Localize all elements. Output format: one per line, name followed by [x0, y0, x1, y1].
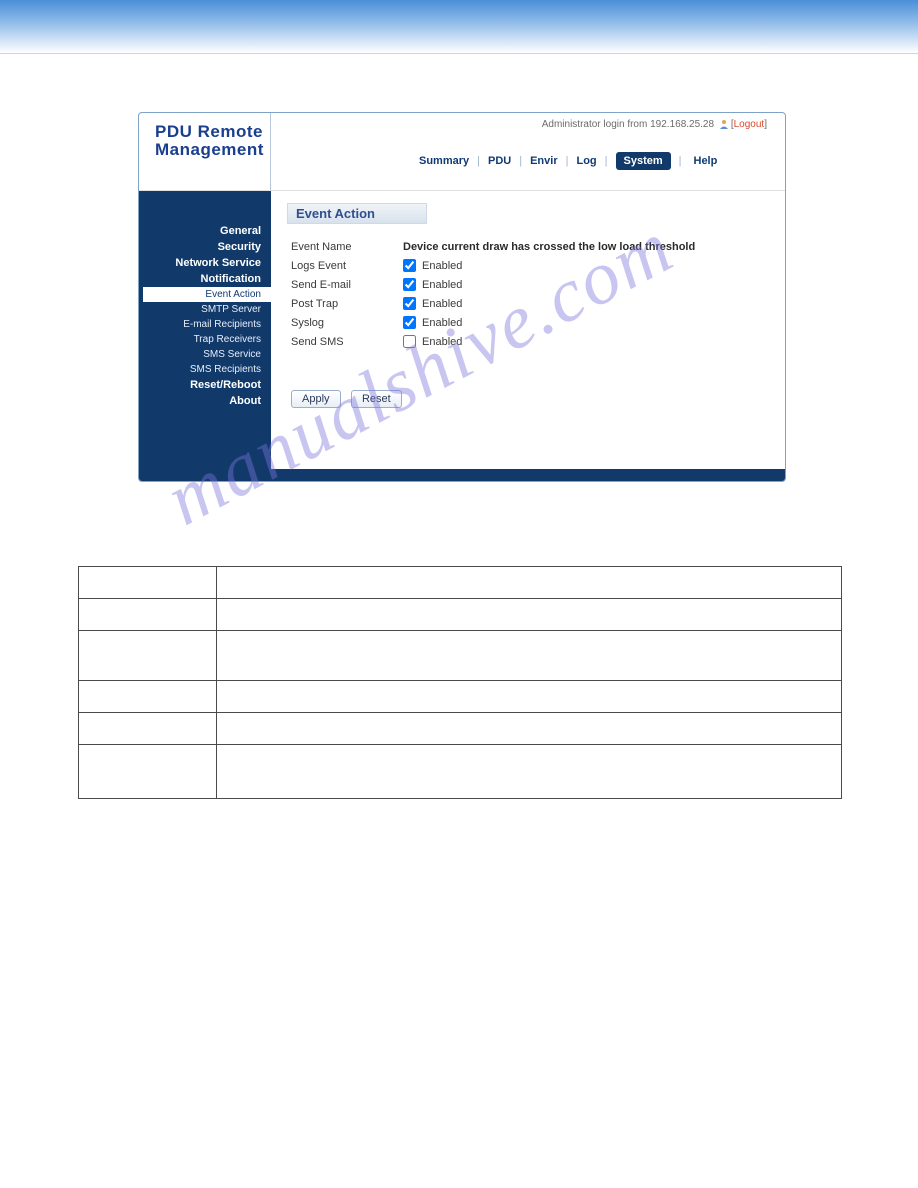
- user-icon: [719, 119, 729, 129]
- form-label: Send E-mail: [291, 279, 403, 291]
- section-title: Event Action: [287, 203, 427, 224]
- apply-button[interactable]: Apply: [291, 390, 341, 408]
- doc-table: [78, 566, 842, 799]
- form-row-send-e-mail: Send E-mail Enabled: [291, 275, 769, 294]
- nav-sep: |: [477, 155, 480, 167]
- form-row-send-sms: Send SMS Enabled: [291, 332, 769, 351]
- sidebar-item-event-action[interactable]: Event Action: [143, 287, 271, 302]
- app-window: PDU Remote Management Administrator logi…: [138, 112, 786, 482]
- content-panel: Event Action Event Name Device current d…: [271, 191, 785, 469]
- enabled-label: Enabled: [422, 279, 462, 291]
- sidebar-item-about[interactable]: About: [139, 393, 271, 409]
- bracket-close: ]: [764, 119, 767, 130]
- sidebar-item-notification[interactable]: Notification: [139, 271, 271, 287]
- login-line: Administrator login from 192.168.25.28 […: [271, 119, 771, 130]
- enabled-label: Enabled: [422, 317, 462, 329]
- nav-sep: |: [519, 155, 522, 167]
- button-row: Apply Reset: [291, 389, 769, 408]
- sidebar: GeneralSecurityNetwork ServiceNotificati…: [139, 191, 271, 469]
- login-prefix: Administrator login from: [542, 119, 650, 130]
- nav-sep: |: [605, 155, 608, 167]
- app-title: PDU Remote Management: [155, 123, 270, 159]
- app-title-line1: PDU Remote: [155, 122, 263, 141]
- sidebar-item-trap-receivers[interactable]: Trap Receivers: [139, 332, 271, 347]
- checkbox-logs-event[interactable]: [403, 259, 416, 272]
- sidebar-item-security[interactable]: Security: [139, 239, 271, 255]
- form-row-event-name: Event Name Device current draw has cross…: [291, 238, 769, 256]
- sidebar-item-general[interactable]: General: [139, 223, 271, 239]
- app-header: PDU Remote Management Administrator logi…: [139, 113, 785, 191]
- checkbox-send-sms[interactable]: [403, 335, 416, 348]
- sidebar-item-reset-reboot[interactable]: Reset/Reboot: [139, 377, 271, 393]
- nav-summary[interactable]: Summary: [419, 155, 469, 167]
- form-row-post-trap: Post Trap Enabled: [291, 294, 769, 313]
- nav-sep: |: [566, 155, 569, 167]
- sidebar-item-network-service[interactable]: Network Service: [139, 255, 271, 271]
- sidebar-item-sms-recipients[interactable]: SMS Recipients: [139, 362, 271, 377]
- form-label: Syslog: [291, 317, 403, 329]
- checkbox-send-e-mail[interactable]: [403, 278, 416, 291]
- enabled-label: Enabled: [422, 260, 462, 272]
- sidebar-item-e-mail-recipients[interactable]: E-mail Recipients: [139, 317, 271, 332]
- nav-envir[interactable]: Envir: [530, 155, 558, 167]
- form-row-syslog: Syslog Enabled: [291, 313, 769, 332]
- nav-help[interactable]: Help: [694, 155, 718, 167]
- sidebar-item-sms-service[interactable]: SMS Service: [139, 347, 271, 362]
- nav-sep: |: [679, 155, 682, 167]
- app-footer: [139, 469, 785, 481]
- nav-system[interactable]: System: [616, 152, 671, 170]
- form-row-logs-event: Logs Event Enabled: [291, 256, 769, 275]
- logout-link[interactable]: Logout: [734, 119, 765, 130]
- app-title-wrap: PDU Remote Management: [139, 113, 271, 190]
- app-body: GeneralSecurityNetwork ServiceNotificati…: [139, 191, 785, 469]
- enabled-label: Enabled: [422, 336, 462, 348]
- checkbox-post-trap[interactable]: [403, 297, 416, 310]
- checkbox-syslog[interactable]: [403, 316, 416, 329]
- event-name-value: Device current draw has crossed the low …: [403, 241, 695, 253]
- form-label: Post Trap: [291, 298, 403, 310]
- page-banner: [0, 0, 918, 54]
- sidebar-item-smtp-server[interactable]: SMTP Server: [139, 302, 271, 317]
- top-nav: Summary | PDU | Envir | Log | System | H…: [271, 152, 771, 170]
- enabled-label: Enabled: [422, 298, 462, 310]
- nav-pdu[interactable]: PDU: [488, 155, 511, 167]
- form-area: Event Name Device current draw has cross…: [287, 224, 769, 408]
- event-name-label: Event Name: [291, 241, 403, 253]
- login-ip: 192.168.25.28: [650, 119, 714, 130]
- form-label: Send SMS: [291, 336, 403, 348]
- form-label: Logs Event: [291, 260, 403, 272]
- nav-log[interactable]: Log: [576, 155, 596, 167]
- reset-button[interactable]: Reset: [351, 390, 402, 408]
- app-title-line2: Management: [155, 140, 264, 159]
- app-header-right: Administrator login from 192.168.25.28 […: [271, 113, 785, 190]
